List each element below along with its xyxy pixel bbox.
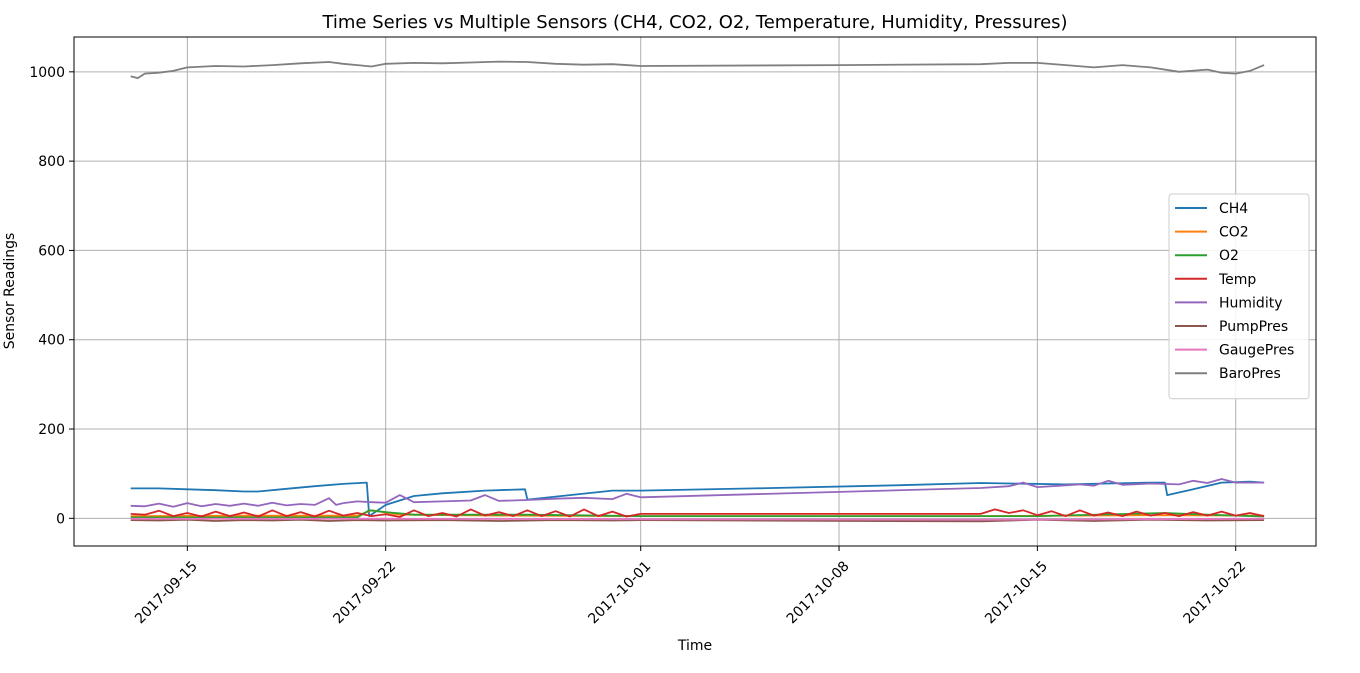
y-tick-label: 800 xyxy=(38,154,65,170)
series-line-gaugepres xyxy=(130,517,1265,521)
legend-box xyxy=(1168,193,1310,400)
x-axis-label: Time xyxy=(677,638,712,654)
y-tick-label: 600 xyxy=(38,243,65,259)
series-line-pumppres xyxy=(130,518,1265,523)
legend-label: PumpPres xyxy=(1219,319,1288,335)
y-tick-label: 200 xyxy=(38,422,65,438)
gridlines xyxy=(74,37,1316,546)
y-axis-label: Sensor Readings xyxy=(2,233,18,350)
y-tick-label: 0 xyxy=(56,511,65,527)
series-line-o2 xyxy=(130,509,1265,519)
legend-label: CO2 xyxy=(1219,225,1249,241)
legend-label: GaugePres xyxy=(1219,343,1294,359)
series-line-ch4 xyxy=(130,480,1265,517)
chart-title: Time Series vs Multiple Sensors (CH4, CO… xyxy=(321,12,1067,33)
legend-label: Humidity xyxy=(1219,295,1282,311)
legend-label: O2 xyxy=(1219,248,1239,264)
y-tick-label: 400 xyxy=(38,333,65,349)
legend-label: BaroPres xyxy=(1219,366,1281,382)
y-tick-label: 1000 xyxy=(29,65,65,81)
legend-label: CH4 xyxy=(1219,201,1248,217)
series-line-temp xyxy=(130,508,1265,518)
legend: CH4 CO2 O2 Temp Humidity PumpPres GaugePres Bar… xyxy=(1168,193,1310,400)
series-line-baropres xyxy=(130,60,1265,79)
series-line-humidity xyxy=(130,478,1265,508)
legend-label: Temp xyxy=(1218,272,1256,288)
series-lines xyxy=(130,60,1265,523)
plot-frame xyxy=(73,36,1317,547)
